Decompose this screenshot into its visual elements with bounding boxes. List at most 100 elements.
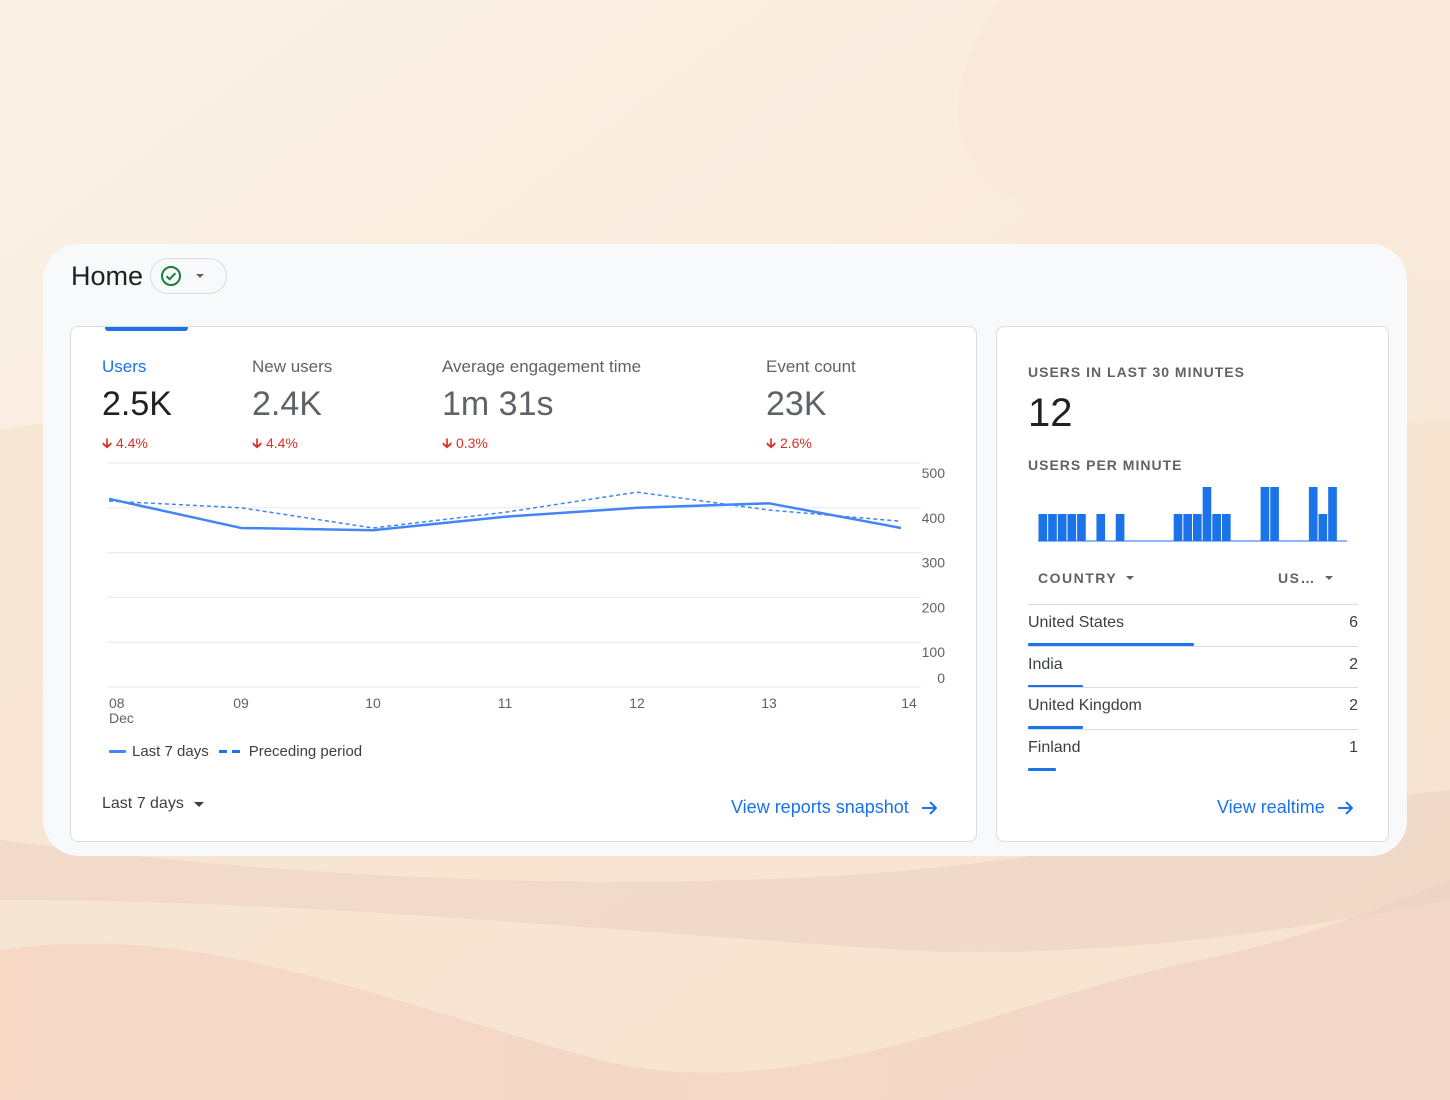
- caret-down-icon: [1324, 576, 1333, 580]
- view-reports-snapshot-link[interactable]: View reports snapshot: [731, 797, 939, 818]
- minute-bar: [1270, 487, 1279, 541]
- country-share-bar: [1028, 684, 1084, 688]
- active-tab-indicator: [105, 327, 188, 331]
- minute-bar: [1173, 514, 1183, 541]
- x-tick-label: 11: [498, 695, 513, 711]
- home-header: Home: [71, 258, 228, 294]
- country-name: United States: [1028, 614, 1125, 631]
- metric-value: 2.4K: [252, 385, 322, 423]
- metric-value: 1m 31s: [442, 385, 554, 423]
- arrow-down-icon: 🡳: [442, 435, 453, 451]
- country-column-dropdown[interactable]: COUNTRY: [1038, 570, 1135, 586]
- x-tick-label: 08: [109, 695, 125, 711]
- caret-down-icon: [193, 802, 204, 807]
- users-line-chart: 0 100 200 300 400 500 08 09 10 11 12 13 14 Dec: [107, 462, 946, 726]
- country-name: United Kingdom: [1028, 697, 1142, 714]
- y-tick-label: 200: [922, 599, 946, 615]
- country-name: India: [1028, 655, 1063, 673]
- metric-value: 23K: [766, 385, 827, 423]
- chart-legend: Last 7 days Preceding period: [109, 743, 362, 760]
- country-row: United Kingdom 2: [1028, 687, 1358, 729]
- check-circle-icon: [161, 266, 182, 286]
- users-per-minute-chart: [1038, 487, 1347, 542]
- minute-bar: [1308, 487, 1318, 541]
- metric-tab-new-users[interactable]: New users 2.4K 🡳 4.4%: [252, 357, 332, 457]
- minute-bar: [1067, 514, 1077, 541]
- minute-bar: [1183, 514, 1192, 541]
- realtime-card: USERS IN LAST 30 MINUTES 12 USERS PER MI…: [996, 326, 1389, 842]
- metric-delta: 🡳 2.6%: [766, 435, 812, 451]
- arrow-right-icon: [1337, 800, 1354, 815]
- country-users: 2: [1349, 697, 1358, 714]
- metric-label: Average engagement time: [442, 357, 642, 376]
- column-label: COUNTRY: [1038, 570, 1118, 586]
- metric-delta: 🡳 4.4%: [102, 435, 148, 451]
- y-tick-label: 300: [922, 555, 946, 571]
- x-tick-label: 09: [233, 695, 249, 711]
- country-users: 6: [1349, 614, 1358, 631]
- arrow-down-icon: 🡳: [252, 435, 263, 451]
- legend-label: Preceding period: [248, 743, 363, 760]
- metric-tab-engagement-time[interactable]: Average engagement time 1m 31s 🡳 0.3%: [442, 357, 641, 457]
- x-tick-label: 12: [629, 695, 645, 711]
- country-users: 1: [1349, 738, 1358, 756]
- metric-label: Event count: [766, 357, 856, 376]
- minute-bar: [1221, 514, 1231, 541]
- realtime-user-count: 12: [1028, 391, 1073, 435]
- series-line-preceding-period: [108, 491, 902, 529]
- minute-bar: [1057, 514, 1067, 541]
- users-column-dropdown[interactable]: US…: [1278, 570, 1334, 586]
- realtime-title: USERS IN LAST 30 MINUTES: [1028, 364, 1245, 380]
- metric-label: New users: [252, 357, 333, 376]
- arrow-down-icon: 🡳: [102, 435, 113, 451]
- metric-delta: 🡳 4.4%: [252, 435, 298, 451]
- country-share-bar: [1028, 767, 1056, 771]
- y-tick-label: 500: [922, 465, 946, 481]
- users-per-minute-label: USERS PER MINUTE: [1028, 457, 1183, 473]
- minute-bar: [1202, 487, 1212, 541]
- arrow-right-icon: [921, 800, 938, 815]
- metric-tab-event-count[interactable]: Event count 23K 🡳 2.6%: [766, 357, 856, 457]
- x-tick-label: 10: [365, 695, 381, 711]
- minute-bar: [1077, 514, 1086, 541]
- minute-bar: [1260, 487, 1270, 541]
- link-label: View reports snapshot: [731, 797, 909, 817]
- y-tick-label: 400: [922, 510, 946, 526]
- country-name: Finland: [1028, 738, 1081, 756]
- minute-bar: [1096, 514, 1106, 541]
- minute-bar: [1048, 514, 1057, 541]
- legend-swatch-dashed: [218, 750, 241, 753]
- home-panel: Home Users 2.5K 🡳 4.4% New users 2.4K 🡳 …: [43, 244, 1407, 856]
- minute-bar: [1328, 487, 1337, 541]
- country-row: Finland 1: [1028, 728, 1358, 771]
- minute-bar: [1193, 514, 1202, 541]
- page-title: Home: [71, 260, 144, 291]
- x-tick-label: 13: [761, 695, 777, 711]
- country-row: United States 6: [1028, 604, 1358, 646]
- caret-down-icon: [1126, 576, 1135, 580]
- legend-swatch-solid: [109, 750, 126, 753]
- y-tick-label: 100: [922, 644, 946, 660]
- metric-tab-users[interactable]: Users 2.5K 🡳 4.4%: [102, 357, 172, 457]
- metric-delta: 🡳 0.3%: [442, 435, 488, 451]
- arrow-down-icon: 🡳: [766, 435, 777, 451]
- column-label: US…: [1278, 570, 1316, 586]
- caret-down-icon: [196, 274, 205, 278]
- link-label: View realtime: [1217, 797, 1325, 817]
- minute-bar: [1038, 514, 1048, 541]
- view-realtime-link[interactable]: View realtime: [1217, 797, 1355, 818]
- minute-bar: [1212, 514, 1221, 541]
- country-share-bar: [1028, 726, 1084, 729]
- overview-card: Users 2.5K 🡳 4.4% New users 2.4K 🡳 4.4% …: [70, 326, 977, 842]
- x-tick-sublabel: Dec: [109, 710, 134, 726]
- metric-value: 2.5K: [102, 385, 172, 423]
- legend-label: Last 7 days: [132, 743, 209, 760]
- minute-bar: [1318, 514, 1328, 541]
- metric-label: Users: [102, 357, 147, 376]
- minute-bar: [1115, 514, 1125, 541]
- series-line-last-7-days: [108, 497, 902, 532]
- property-status-dropdown[interactable]: [150, 258, 228, 294]
- country-users: 2: [1349, 655, 1358, 673]
- x-tick-label: 14: [901, 695, 917, 711]
- date-range-dropdown[interactable]: Last 7 days: [102, 795, 205, 813]
